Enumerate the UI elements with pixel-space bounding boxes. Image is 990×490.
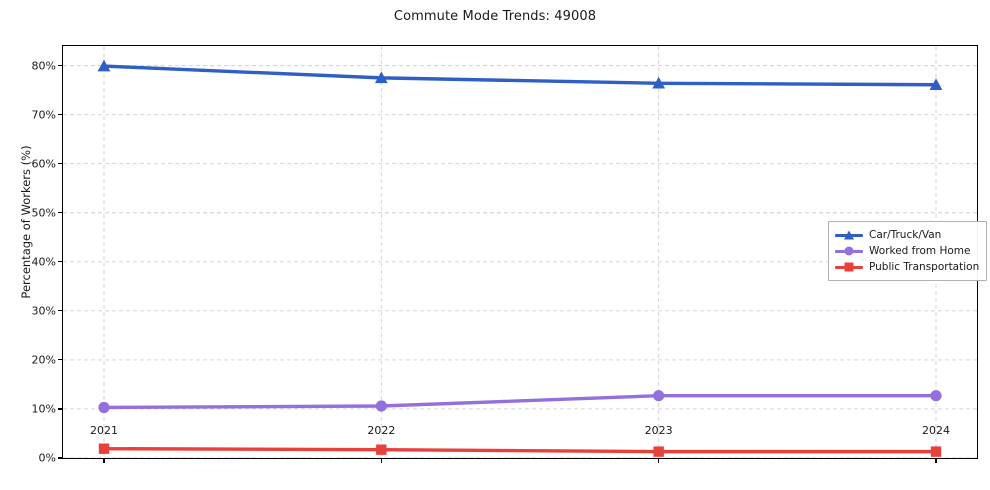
chart-title: Commute Mode Trends: 49008: [393, 9, 597, 24]
data-point-marker: [97, 59, 111, 72]
data-point-marker: [375, 400, 387, 412]
data-point-marker: [653, 446, 664, 457]
x-tick-mark: [103, 459, 105, 463]
y-tick-mark: [58, 114, 62, 116]
y-tick-mark: [58, 457, 62, 459]
y-tick-label: 70%: [31, 108, 56, 122]
data-point-marker: [929, 78, 943, 90]
data-point-marker: [98, 401, 110, 414]
legend-item[interactable]: Car/Truck/Van: [835, 227, 979, 243]
y-tick-label: 10%: [31, 402, 56, 416]
series-line: [102, 446, 938, 454]
legend-label: Public Transportation: [869, 261, 980, 273]
data-point-marker: [376, 444, 387, 455]
legend-label: Worked from Home: [869, 245, 971, 257]
x-tick-mark: [935, 459, 937, 463]
data-point-marker: [374, 71, 388, 84]
x-tick-mark: [380, 459, 382, 463]
legend-item[interactable]: Public Transportation: [835, 259, 979, 275]
x-tick-label: 2021: [90, 424, 118, 437]
y-tick-label: 50%: [31, 206, 56, 220]
x-tick-label: 2023: [644, 424, 673, 437]
series-line: [102, 394, 938, 410]
legend-swatch-square-icon: [835, 260, 863, 274]
y-tick-label: 60%: [31, 157, 56, 171]
data-point-marker: [652, 76, 666, 89]
y-tick-mark: [58, 359, 62, 361]
x-tick-label: 2024: [922, 424, 950, 437]
y-tick-mark: [58, 212, 62, 214]
plot-svg: [63, 46, 977, 458]
x-tick-mark: [658, 459, 660, 463]
y-tick-label: 80%: [31, 59, 56, 73]
y-tick-mark: [58, 408, 62, 410]
y-tick-label: 30%: [31, 304, 56, 318]
legend-swatch-triangle-icon: [835, 228, 863, 242]
y-tick-mark: [58, 65, 62, 67]
x-tick-label: 2022: [367, 424, 396, 437]
y-axis-label: Percentage of Workers (%): [19, 145, 33, 299]
y-tick-mark: [58, 163, 62, 165]
y-tick-mark: [58, 261, 62, 263]
legend-item[interactable]: Worked from Home: [835, 243, 979, 259]
data-point-marker: [930, 390, 942, 402]
y-tick-mark: [58, 310, 62, 312]
data-point-marker: [930, 446, 942, 457]
legend-swatch-circle-icon: [835, 244, 863, 258]
y-tick-label: 20%: [31, 353, 56, 367]
y-tick-label: 40%: [31, 255, 56, 269]
series-public-transportation: [98, 443, 942, 457]
plot-area: [62, 45, 978, 459]
chart-legend: Car/Truck/Van Worked from Home Public Tran…: [828, 221, 988, 281]
series-line: [102, 64, 938, 87]
series-car-truck-van: [97, 59, 943, 90]
y-tick-label: 0%: [38, 451, 56, 465]
series-worked-from-home: [98, 390, 942, 414]
data-point-marker: [98, 443, 110, 454]
legend-label: Car/Truck/Van: [869, 229, 942, 241]
data-point-marker: [653, 390, 665, 402]
